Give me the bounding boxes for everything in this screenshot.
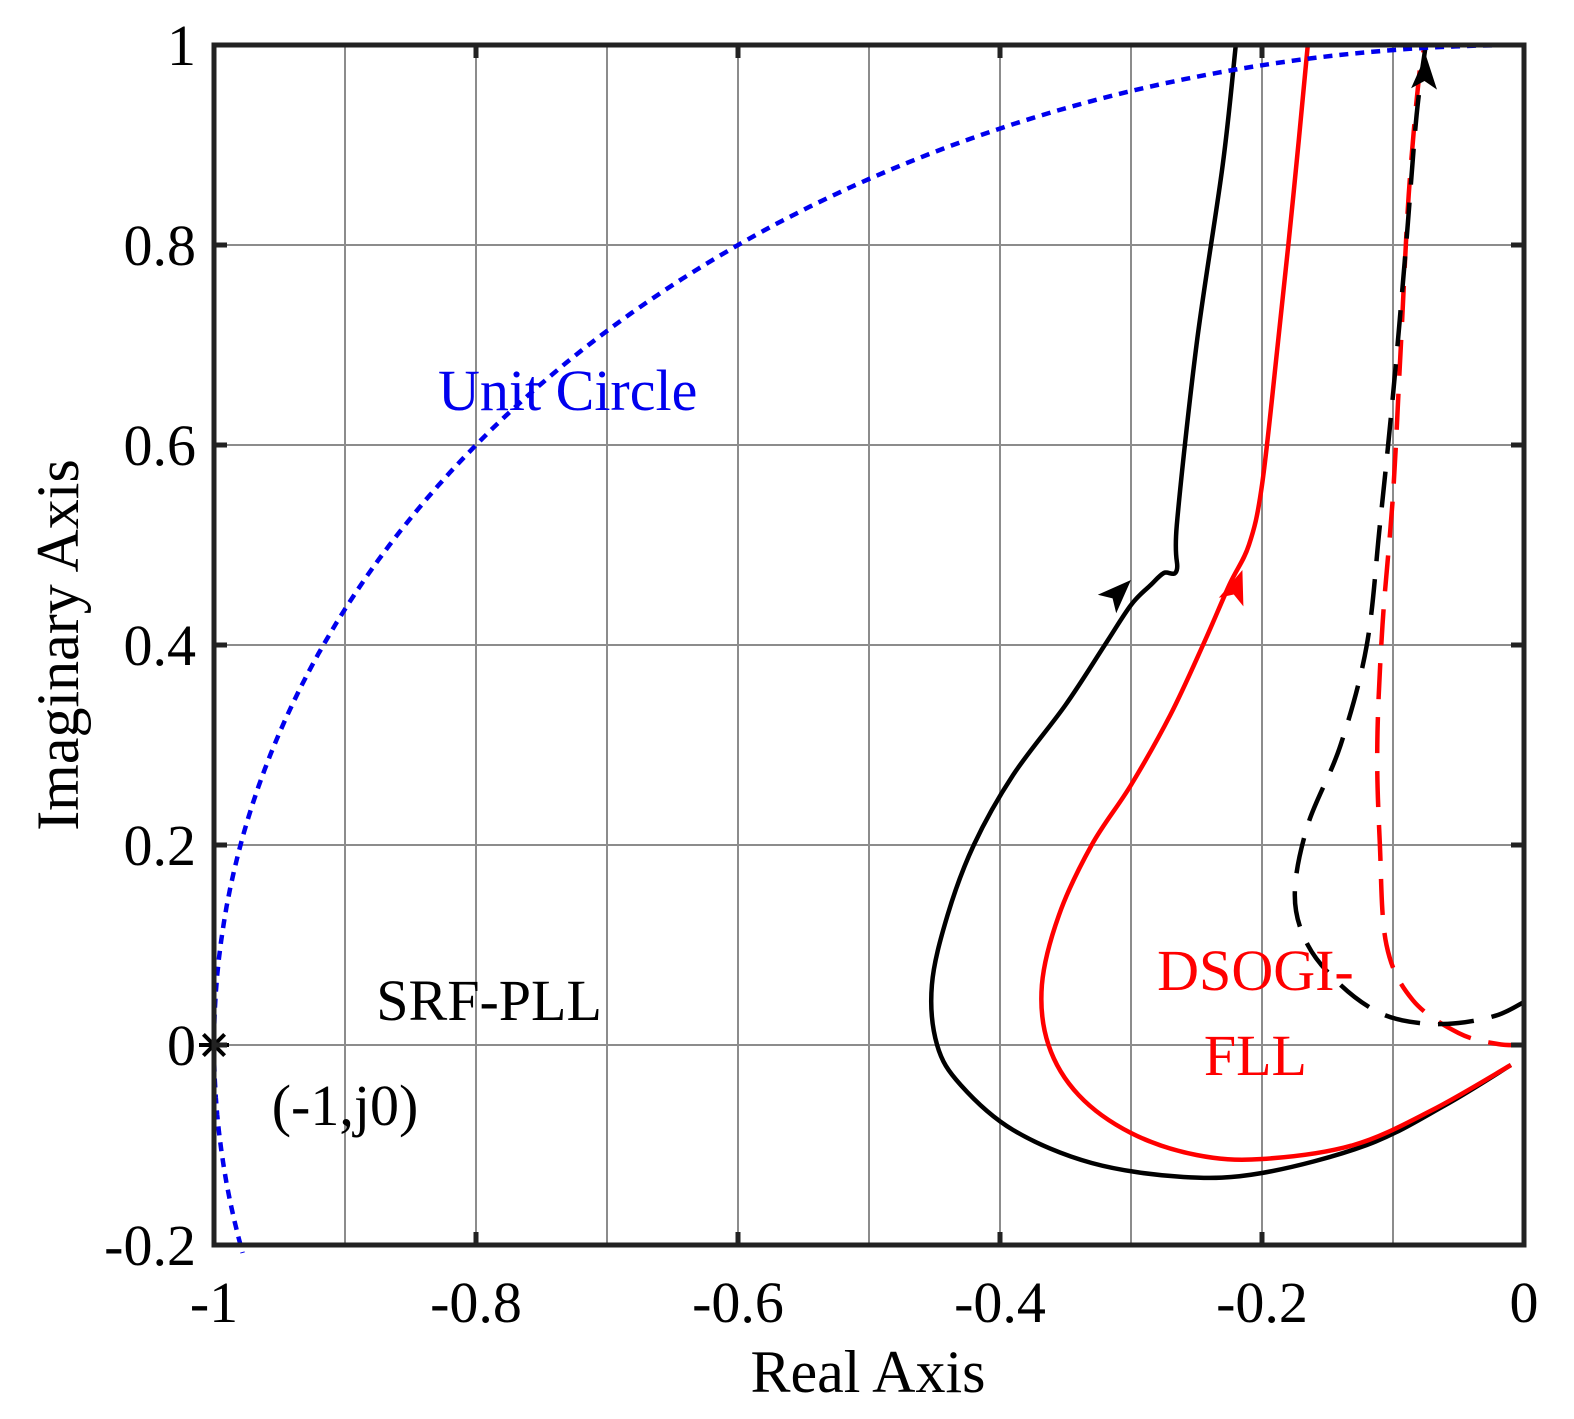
tick-labels: -1 -0.8 -0.6 -0.4 -0.2 0 -0.2 0 0.2 0.4 0.6 0.8 1	[104, 13, 1538, 1335]
series-unit-circle	[211, 42, 1525, 1254]
x-axis-label: Real Axis	[751, 1339, 986, 1405]
arrowhead	[1218, 570, 1244, 607]
x-tick-label: 0	[1510, 1270, 1539, 1335]
y-tick-label: 0.2	[124, 813, 197, 878]
x-tick-label: -0.4	[954, 1270, 1046, 1335]
y-tick-label: 0.4	[124, 613, 197, 678]
curves	[211, 42, 1526, 1254]
arrowhead	[1411, 55, 1437, 90]
annotation-srf-pll: SRF-PLL	[376, 968, 602, 1033]
y-tick-label: 1	[167, 13, 196, 78]
x-tick-label: -0.8	[430, 1270, 522, 1335]
y-tick-label: -0.2	[104, 1213, 196, 1278]
x-tick-label: -0.2	[1216, 1270, 1308, 1335]
arrowhead	[1097, 580, 1131, 614]
annotation-unit-circle: Unit Circle	[438, 358, 697, 423]
series-dsogi-fll	[1039, 44, 1513, 1162]
x-tick-label: -1	[190, 1270, 238, 1335]
y-tick-label: 0.8	[124, 213, 197, 278]
y-tick-label: 0.6	[124, 413, 197, 478]
annotations: Unit Circle SRF-PLL DSOGI- FLL (-1,j0)	[272, 358, 1354, 1138]
axes-frame	[211, 42, 1527, 1248]
series-srf-pll-dashed	[1292, 44, 1526, 1027]
y-tick-label: 0	[167, 1013, 196, 1078]
annotation-dsogi: DSOGI-	[1157, 938, 1354, 1003]
y-axis-label: Imaginary Axis	[25, 459, 91, 831]
annotation-fll: FLL	[1204, 1023, 1307, 1088]
x-tick-label: -0.6	[692, 1270, 784, 1335]
series-srf-pll	[929, 44, 1513, 1181]
annotation-1-j0: (-1,j0)	[272, 1073, 419, 1138]
